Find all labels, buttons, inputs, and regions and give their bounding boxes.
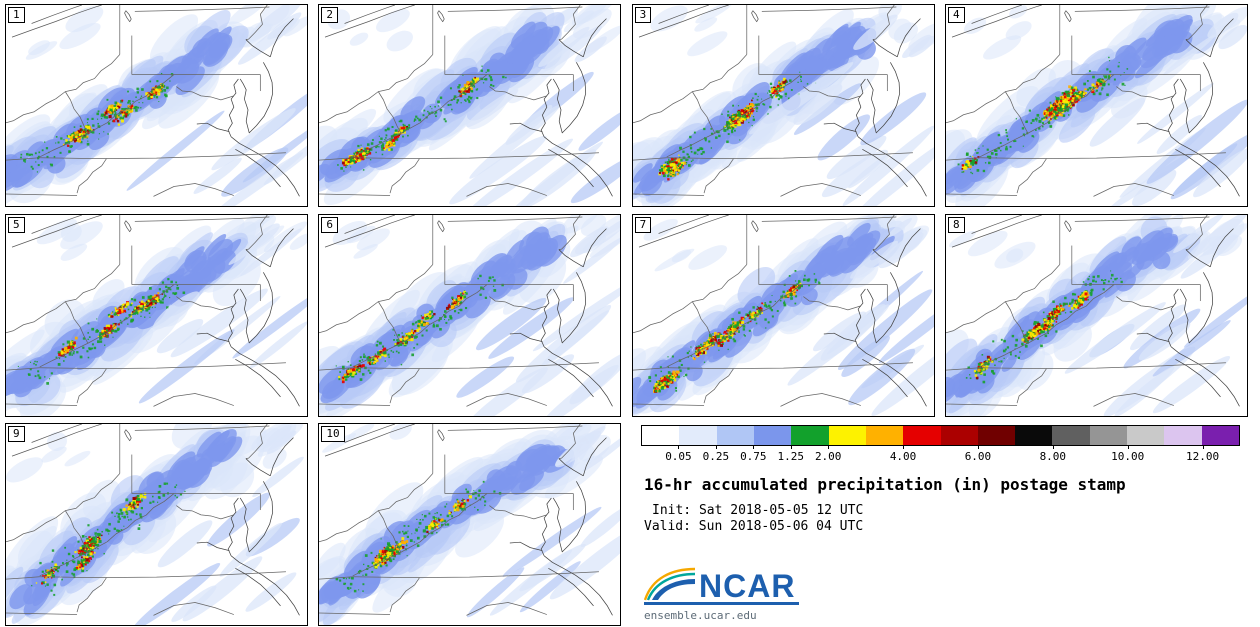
colorbar-segment [828, 426, 866, 445]
panel-number: 5 [8, 217, 25, 233]
ncar-logo-underline [644, 602, 799, 605]
colorbar-tick [753, 446, 755, 449]
colorbar-tick [1052, 446, 1054, 449]
colorbar-segment [716, 426, 754, 445]
colorbar-tick-label: 0.25 [702, 450, 730, 463]
colorbar-segment [753, 426, 792, 445]
colorbar-tick-label: 4.00 [889, 450, 917, 463]
map-panel: 9 [5, 423, 308, 626]
colorbar-tick-label: 2.00 [814, 450, 842, 463]
colorbar-tick [678, 446, 680, 449]
valid-time: Valid: Sun 2018-05-06 04 UTC [644, 519, 864, 534]
panel-number: 2 [321, 7, 338, 23]
colorbar-tick [715, 446, 717, 449]
panel-number: 3 [634, 7, 652, 23]
colorbar-segment [642, 426, 680, 445]
map-panel: 4 [945, 4, 1248, 207]
precip-map-canvas [6, 424, 307, 625]
colorbar-tick-label: 12.00 [1186, 450, 1220, 463]
colorbar-segment [1015, 426, 1053, 445]
colorbar-tick-label: 1.25 [777, 450, 805, 463]
precip-map-canvas [6, 5, 307, 206]
colorbar-segment [1127, 426, 1165, 445]
precip-map-canvas [319, 215, 621, 416]
colorbar-segment [1089, 426, 1128, 445]
colorbar-tick [1202, 446, 1204, 449]
colorbar-segment [679, 426, 717, 445]
precip-map-canvas [946, 5, 1247, 206]
colorbar-ticks: 0.05 0.25 0.75 1.25 2.00 4.00 6.00 8.00 10.00 12.… [641, 446, 1240, 464]
colorbar-tick [1127, 446, 1129, 449]
panel-number: 7 [634, 217, 652, 233]
map-panel: 6 [318, 214, 622, 417]
map-panel: 8 [945, 214, 1248, 417]
ncar-logo: NCAR [644, 565, 796, 604]
colorbar-segment [977, 426, 1016, 445]
colorbar-segment [1052, 426, 1090, 445]
map-panel: 3 [631, 4, 935, 207]
panel-number: 4 [948, 7, 965, 23]
panel-number: 6 [321, 217, 338, 233]
colorbar-tick [828, 446, 830, 449]
colorbar-tick-label: 0.05 [665, 450, 692, 463]
panel-number: 1 [8, 7, 25, 23]
chart-title: 16-hr accumulated precipitation (in) pos… [644, 475, 1126, 494]
precip-map-canvas [6, 215, 307, 416]
colorbar-segment [791, 426, 829, 445]
map-panel: 1 [5, 4, 308, 207]
precip-map-canvas [632, 215, 934, 416]
precip-map-canvas [632, 5, 934, 206]
map-panel: 5 [5, 214, 308, 417]
colorbar-segment [940, 426, 978, 445]
ncar-swoosh-icon [644, 567, 696, 601]
colorbar-tick [790, 446, 792, 449]
colorbar-segment [903, 426, 941, 445]
site-url: ensemble.ucar.edu [644, 609, 757, 622]
panel-number: 8 [948, 217, 965, 233]
colorbar-segment [865, 426, 904, 445]
colorbar [641, 425, 1240, 446]
precip-map-canvas [319, 5, 621, 206]
panel-number: 10 [321, 426, 345, 442]
colorbar-tick-label: 10.00 [1111, 450, 1145, 463]
colorbar-segment [1164, 426, 1202, 445]
colorbar-tick-label: 8.00 [1039, 450, 1067, 463]
colorbar-segment [1201, 426, 1239, 445]
colorbar-tick-label: 6.00 [964, 450, 992, 463]
map-panel: 7 [631, 214, 935, 417]
map-panel: 2 [318, 4, 622, 207]
precip-map-canvas [319, 424, 621, 625]
colorbar-tick [977, 446, 979, 449]
precip-map-canvas [946, 215, 1247, 416]
init-time: Init: Sat 2018-05-05 12 UTC [652, 503, 864, 518]
panel-number: 9 [8, 426, 25, 442]
ncar-wordmark: NCAR [699, 568, 796, 604]
legend-block: 0.05 0.25 0.75 1.25 2.00 4.00 6.00 8.00 10.00 12.… [632, 423, 1260, 627]
map-panel: 10 [318, 423, 622, 626]
colorbar-tick [903, 446, 905, 449]
colorbar-tick-label: 0.75 [740, 450, 767, 463]
